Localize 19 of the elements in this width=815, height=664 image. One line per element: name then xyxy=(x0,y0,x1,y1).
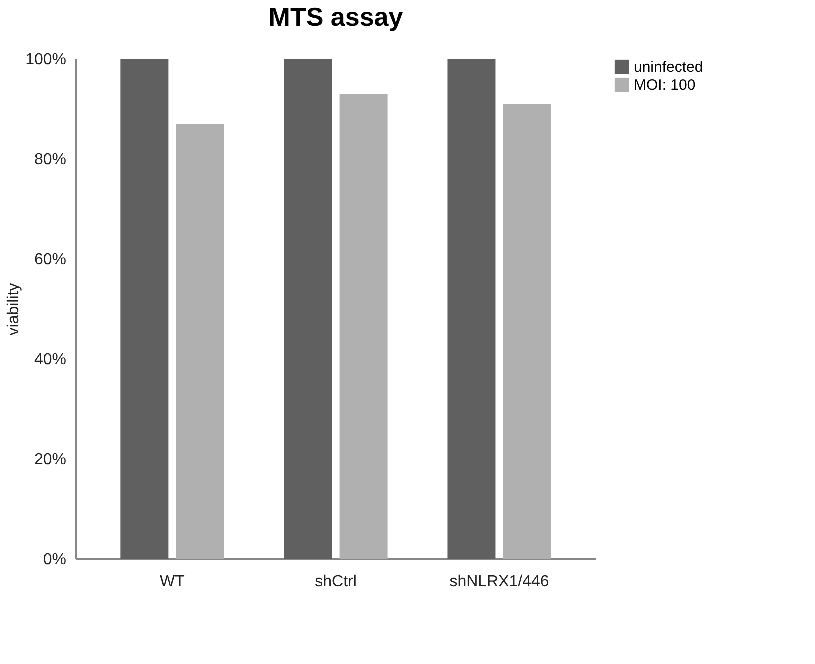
y-tick-label: 0% xyxy=(43,552,66,568)
y-axis-title: viability xyxy=(6,283,23,336)
x-tick-label: WT xyxy=(160,574,186,590)
y-tick-label: 40% xyxy=(34,352,66,368)
bar xyxy=(340,94,388,559)
bar xyxy=(284,59,332,559)
legend-label: uninfected xyxy=(634,59,704,76)
bar xyxy=(503,104,552,559)
x-tick-label: shNLRX1/446 xyxy=(450,574,550,590)
chart-title: MTS assay xyxy=(268,2,404,32)
legend-label: MOI: 100 xyxy=(634,77,696,94)
bar xyxy=(176,124,224,559)
y-tick-label: 60% xyxy=(34,252,66,268)
bar xyxy=(120,59,169,559)
x-tick-label: shCtrl xyxy=(315,574,357,590)
y-tick-label: 80% xyxy=(34,152,66,168)
bar xyxy=(448,59,496,559)
y-tick-label: 20% xyxy=(34,452,66,468)
y-tick-label: 100% xyxy=(26,52,66,68)
